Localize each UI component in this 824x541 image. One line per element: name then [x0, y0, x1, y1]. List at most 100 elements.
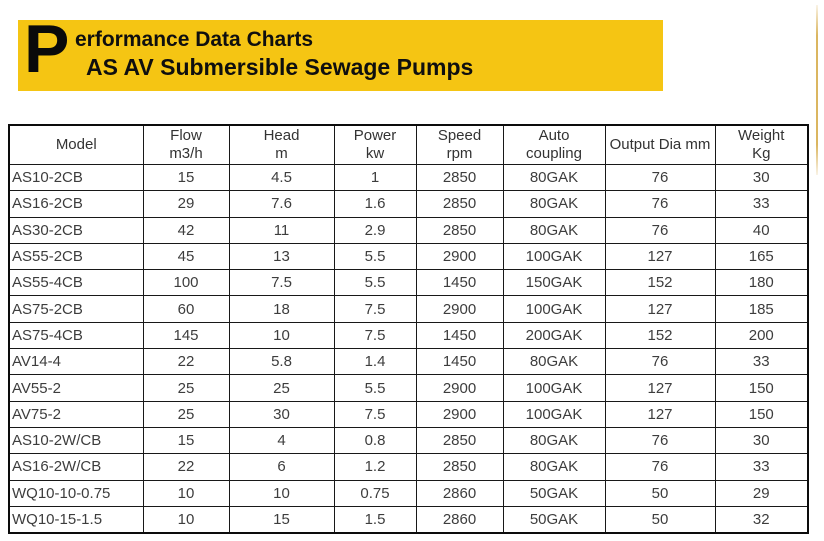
- value-cell: 150: [714, 374, 809, 402]
- value-cell: 80GAK: [502, 426, 606, 455]
- page-subtitle: AS AV Submersible Sewage Pumps: [86, 54, 474, 80]
- value-cell: 2900: [415, 295, 504, 323]
- value-cell: 80GAK: [502, 348, 606, 376]
- value-cell: 127: [604, 242, 716, 271]
- value-cell: 100GAK: [502, 400, 606, 428]
- value-cell: 32: [714, 505, 809, 534]
- table-row: AS55-2CB 45 13 5.5 2900 100GAK 127 165: [8, 242, 809, 271]
- table-row: AS30-2CB 42 11 2.9 2850 80GAK 76 40: [8, 216, 809, 244]
- column-header-head: Head m: [228, 124, 335, 165]
- column-header-auto-coupling: Auto coupling: [502, 124, 606, 165]
- value-cell: 25: [142, 374, 230, 402]
- value-cell: 2850: [415, 216, 504, 244]
- value-cell: 200: [714, 321, 809, 350]
- value-cell: 185: [714, 295, 809, 323]
- value-cell: 5.5: [333, 374, 417, 402]
- value-cell: 4.5: [228, 163, 335, 192]
- value-cell: 5.8: [228, 348, 335, 376]
- value-cell: 0.75: [333, 479, 417, 507]
- value-cell: 13: [228, 242, 335, 271]
- table-row: AV14-4 22 5.8 1.4 1450 80GAK 76 33: [8, 348, 809, 376]
- value-cell: 7.5: [333, 295, 417, 323]
- value-cell: 152: [604, 269, 716, 297]
- value-cell: 18: [228, 295, 335, 323]
- table-row: AS16-2CB 29 7.6 1.6 2850 80GAK 76 33: [8, 190, 809, 218]
- header-row: Model Flow m3/h Head m Power kw Speed rpm Au…: [8, 124, 809, 165]
- value-cell: 7.5: [333, 400, 417, 428]
- value-cell: 100GAK: [502, 295, 606, 323]
- value-cell: 50: [604, 505, 716, 534]
- value-cell: 0.8: [333, 426, 417, 455]
- value-cell: 76: [604, 453, 716, 481]
- table-row: AS75-4CB 145 10 7.5 1450 200GAK 152 200: [8, 321, 809, 350]
- value-cell: 40: [714, 216, 809, 244]
- value-cell: 2850: [415, 163, 504, 192]
- column-header-model: Model: [8, 124, 144, 165]
- value-cell: 4: [228, 426, 335, 455]
- title-dropcap: P: [24, 11, 69, 87]
- value-cell: 1450: [415, 348, 504, 376]
- value-cell: 2850: [415, 453, 504, 481]
- title-block: erformance Data Charts AS AV Submersible…: [75, 27, 473, 82]
- value-cell: 15: [142, 426, 230, 455]
- value-cell: 100GAK: [502, 242, 606, 271]
- value-cell: 33: [714, 348, 809, 376]
- value-cell: 1: [333, 163, 417, 192]
- value-cell: 22: [142, 453, 230, 481]
- model-cell: AS55-2CB: [8, 242, 144, 271]
- value-cell: 1.6: [333, 190, 417, 218]
- model-cell: AS10-2CB: [8, 163, 144, 192]
- value-cell: 15: [228, 505, 335, 534]
- table-row: AS16-2W/CB 22 6 1.2 2850 80GAK 76 33: [8, 453, 809, 481]
- value-cell: 2900: [415, 400, 504, 428]
- value-cell: 76: [604, 348, 716, 376]
- value-cell: 5.5: [333, 269, 417, 297]
- value-cell: 145: [142, 321, 230, 350]
- accent-line: [816, 5, 818, 175]
- value-cell: 127: [604, 295, 716, 323]
- value-cell: 76: [604, 190, 716, 218]
- pump-data-table: Model Flow m3/h Head m Power kw Speed rpm Au…: [8, 124, 809, 534]
- model-cell: AV55-2: [8, 374, 144, 402]
- table-body: AS10-2CB 15 4.5 1 2850 80GAK 76 30 AS16-2CB 29 7.6…: [8, 163, 809, 534]
- value-cell: 25: [142, 400, 230, 428]
- table-row: AS10-2W/CB 15 4 0.8 2850 80GAK 76 30: [8, 426, 809, 455]
- value-cell: 127: [604, 374, 716, 402]
- table-row: WQ10-10-0.75 10 10 0.75 2860 50GAK 50 29: [8, 479, 809, 507]
- value-cell: 10: [228, 321, 335, 350]
- value-cell: 150: [714, 400, 809, 428]
- table-row: AS75-2CB 60 18 7.5 2900 100GAK 127 185: [8, 295, 809, 323]
- model-cell: AV75-2: [8, 400, 144, 428]
- value-cell: 100GAK: [502, 374, 606, 402]
- value-cell: 22: [142, 348, 230, 376]
- value-cell: 80GAK: [502, 163, 606, 192]
- value-cell: 10: [228, 479, 335, 507]
- value-cell: 1.5: [333, 505, 417, 534]
- value-cell: 60: [142, 295, 230, 323]
- value-cell: 50GAK: [502, 479, 606, 507]
- value-cell: 10: [142, 479, 230, 507]
- value-cell: 42: [142, 216, 230, 244]
- value-cell: 6: [228, 453, 335, 481]
- header-banner: P erformance Data Charts AS AV Submersib…: [18, 11, 663, 91]
- value-cell: 7.5: [333, 321, 417, 350]
- value-cell: 76: [604, 163, 716, 192]
- model-cell: AS10-2W/CB: [8, 426, 144, 455]
- value-cell: 50: [604, 479, 716, 507]
- table-row: AV55-2 25 25 5.5 2900 100GAK 127 150: [8, 374, 809, 402]
- table-row: AS10-2CB 15 4.5 1 2850 80GAK 76 30: [8, 163, 809, 192]
- value-cell: 45: [142, 242, 230, 271]
- table-row: WQ10-15-1.5 10 15 1.5 2860 50GAK 50 32: [8, 505, 809, 534]
- value-cell: 80GAK: [502, 453, 606, 481]
- value-cell: 152: [604, 321, 716, 350]
- value-cell: 200GAK: [502, 321, 606, 350]
- model-cell: AS16-2W/CB: [8, 453, 144, 481]
- value-cell: 11: [228, 216, 335, 244]
- value-cell: 165: [714, 242, 809, 271]
- page-title: erformance Data Charts: [75, 28, 314, 51]
- value-cell: 76: [604, 426, 716, 455]
- column-header-flow: Flow m3/h: [142, 124, 230, 165]
- value-cell: 10: [142, 505, 230, 534]
- value-cell: 30: [714, 426, 809, 455]
- value-cell: 33: [714, 190, 809, 218]
